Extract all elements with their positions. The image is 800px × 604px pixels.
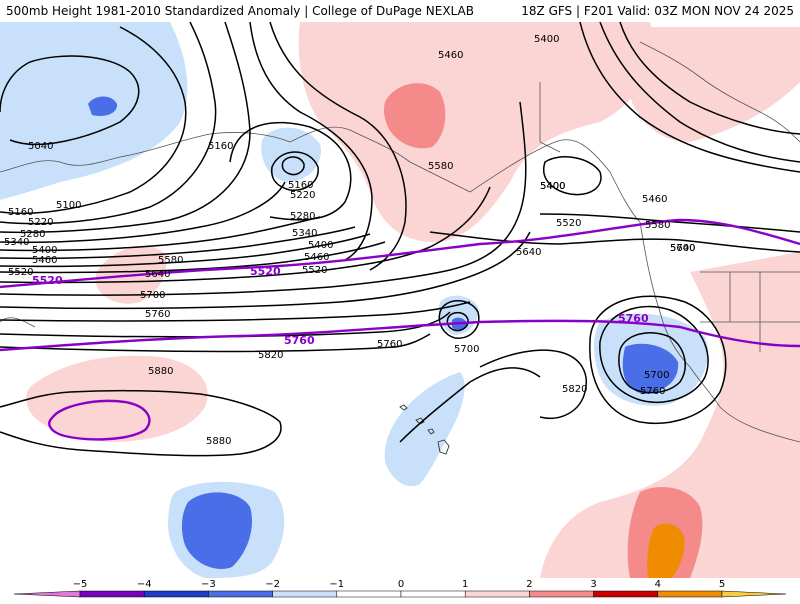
map-header: 500mb Height 1981-2010 Standardized Anom… bbox=[0, 0, 800, 22]
contour-label: 5400 bbox=[308, 240, 333, 251]
contour-label: 5460 bbox=[32, 255, 57, 266]
contour-label: 5400 bbox=[540, 181, 565, 192]
contour-label: 5640 bbox=[145, 269, 170, 280]
purple-contour-label: 5760 bbox=[618, 312, 649, 325]
colorbar-tick-label: 2 bbox=[526, 579, 532, 590]
contour-label: 5820 bbox=[258, 350, 283, 361]
contour-label: 5760 bbox=[640, 386, 665, 397]
colorbar-segment bbox=[593, 590, 659, 598]
map-title: 500mb Height 1981-2010 Standardized Anom… bbox=[6, 4, 474, 18]
contour-label: 5400 bbox=[540, 181, 565, 192]
negative-anomaly-fill bbox=[0, 22, 709, 578]
colorbar-segment bbox=[272, 590, 338, 598]
contour-label: 5460 bbox=[304, 252, 329, 263]
colorbar-tick-label: 5 bbox=[719, 579, 725, 590]
colorbar-segment bbox=[721, 590, 787, 598]
contour-label: 5760 bbox=[377, 339, 402, 350]
weather-map: 5040 5100 5160 5220 5280 5340 5400 5460 5520 5160… bbox=[0, 22, 800, 578]
positive-anomaly-fill bbox=[26, 22, 800, 578]
contour-label: 5400 bbox=[534, 34, 559, 45]
purple-contour-label: 5520 bbox=[250, 265, 281, 278]
colorbar-tick-label: −5 bbox=[73, 579, 88, 590]
contour-label: 5280 bbox=[20, 229, 45, 240]
contour-label: 5700 bbox=[670, 243, 695, 254]
model-run-info: 18Z GFS | F201 Valid: 03Z MON NOV 24 202… bbox=[521, 4, 794, 18]
contour-label: 5040 bbox=[28, 141, 53, 152]
contour-label: 5640 bbox=[516, 247, 541, 258]
purple-contour-labels: 5520 5520 5760 5760 bbox=[32, 265, 649, 347]
colorbar-tick-label: −1 bbox=[329, 579, 344, 590]
colorbar-tick-label: −4 bbox=[137, 579, 152, 590]
colorbar-segment bbox=[657, 590, 723, 598]
colorbar-tick-label: −2 bbox=[265, 579, 280, 590]
contour-label: 5160 bbox=[208, 141, 233, 152]
contour-label: 5160 bbox=[8, 207, 33, 218]
colorbar-segment bbox=[464, 590, 530, 598]
contour-label: 5580 bbox=[645, 220, 670, 231]
contour-label: 5820 bbox=[562, 384, 587, 395]
contour-label: 5520 bbox=[302, 265, 327, 276]
colorbar-tick-labels: −5 −4 −3 −2 −1 0 1 2 3 4 5 bbox=[73, 579, 726, 590]
contour-label: 5700 bbox=[140, 290, 165, 301]
contour-label: 5520 bbox=[556, 218, 581, 229]
contour-label: 5880 bbox=[206, 436, 231, 447]
contour-label: 5160 bbox=[288, 180, 313, 191]
colorbar-tick-label: −3 bbox=[201, 579, 216, 590]
colorbar-segment bbox=[79, 590, 145, 598]
purple-contours bbox=[0, 218, 800, 441]
hawaii-islands bbox=[399, 404, 450, 455]
colorbar-segment bbox=[336, 590, 402, 598]
colorbar-tick-label: 1 bbox=[462, 579, 468, 590]
contour-label: 5640 bbox=[670, 243, 695, 254]
contour-label: 5520 bbox=[8, 267, 33, 278]
colorbar-tick-label: 0 bbox=[398, 579, 404, 590]
colorbar-segment bbox=[208, 590, 273, 598]
colorbar-segment bbox=[400, 590, 466, 598]
purple-contour-label: 5760 bbox=[284, 334, 315, 347]
colorbar-tick-label: 4 bbox=[655, 579, 661, 590]
contour-label: 5220 bbox=[290, 190, 315, 201]
colorbar-segment bbox=[529, 590, 594, 598]
contour-labels: 5040510051605220528053405400546055205160… bbox=[4, 34, 695, 447]
contour-label: 5100 bbox=[56, 200, 81, 211]
coastline bbox=[0, 41, 800, 443]
contour-label: 5700 bbox=[454, 344, 479, 355]
colorbar-segment bbox=[143, 590, 209, 598]
contour-label: 5700 bbox=[644, 370, 669, 381]
colorbar-segments bbox=[13, 590, 787, 598]
contour-label: 5460 bbox=[438, 50, 463, 61]
contour-label: 5580 bbox=[428, 161, 453, 172]
contour-label: 5400 bbox=[32, 245, 57, 256]
contour-label: 5340 bbox=[292, 228, 317, 239]
contour-label: 5220 bbox=[28, 217, 53, 228]
anomaly-colorbar: −5 −4 −3 −2 −1 0 1 2 3 4 5 bbox=[0, 578, 800, 600]
contour-label: 5280 bbox=[290, 211, 315, 222]
colorbar-segment bbox=[13, 590, 81, 598]
contour-label: 5340 bbox=[4, 237, 29, 248]
contour-label: 5580 bbox=[158, 255, 183, 266]
colorbar-tick-label: 3 bbox=[590, 579, 596, 590]
purple-contour-label: 5520 bbox=[32, 274, 63, 287]
contour-label: 5460 bbox=[642, 194, 667, 205]
contour-label: 5880 bbox=[148, 366, 173, 377]
contour-label: 5760 bbox=[145, 309, 170, 320]
height-contours bbox=[0, 22, 800, 457]
